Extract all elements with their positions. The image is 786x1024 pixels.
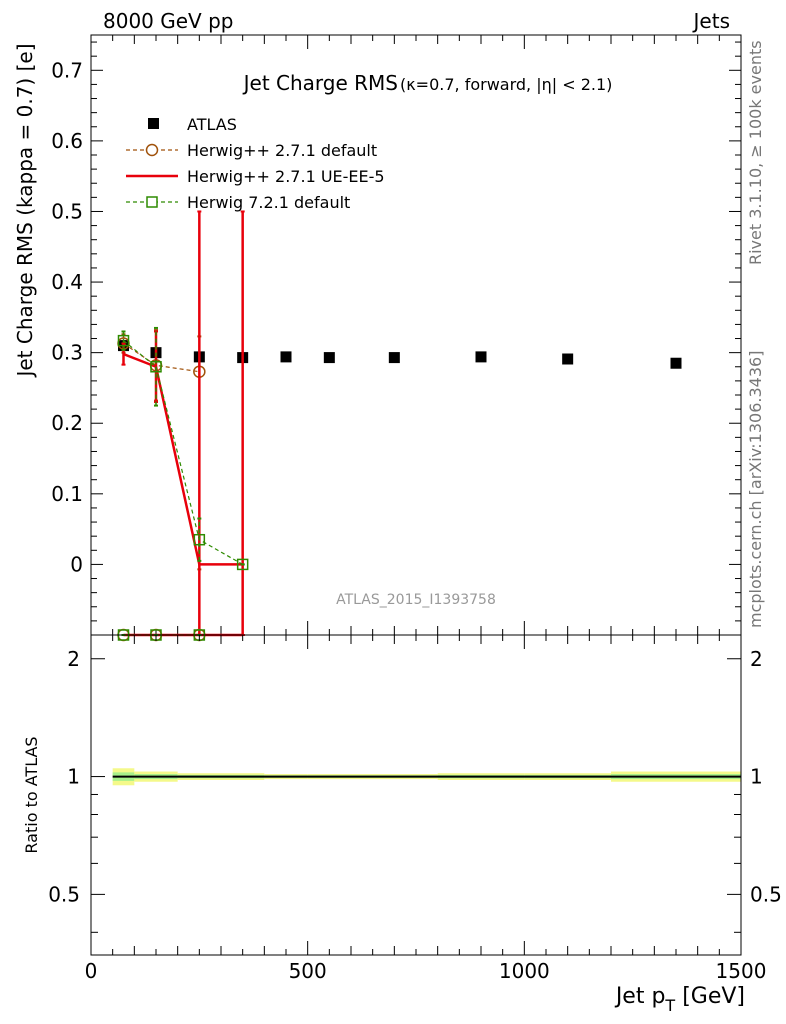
x-tick-label: 500 [289, 959, 327, 983]
herwig-7-2-1-default-marker [117, 334, 130, 347]
ratio-y-tick-label-right: 1 [750, 765, 763, 789]
legend-entry-herwig-7-2-1-default: Herwig 7.2.1 default [126, 193, 350, 212]
legend-label: Herwig++ 2.7.1 default [187, 141, 377, 160]
atlas-data-point [670, 357, 682, 369]
ratio-axis-ticks [90, 635, 742, 955]
main-y-tick-label: 0.5 [51, 199, 83, 223]
herwig-7-2-1-default-marker [150, 361, 162, 373]
main-y-tick-label: 0 [70, 552, 83, 576]
x-tick-label: 0 [85, 959, 98, 983]
x-axis-label-unit: [GeV] [675, 984, 745, 1009]
atlas-data-point [388, 352, 400, 364]
herwig-7-2-1-default-line [123, 340, 243, 565]
main-y-tick-label: 0.2 [51, 411, 83, 435]
analysis-watermark: ATLAS_2015_I1393758 [336, 592, 496, 608]
herwig-2-7-1-ue-ee-5-line [123, 352, 243, 566]
x-tick-labels: 0 500 1000 1500 [85, 959, 767, 983]
main-axis-ticks [90, 35, 742, 636]
x-axis-label-main: Jet p [614, 984, 666, 1009]
legend-entry-herwig-2-7-1-ue-ee-5: Herwig++ 2.7.1 UE-EE-5 [126, 167, 385, 186]
main-y-tick-label: 0.6 [51, 129, 83, 153]
herwig-7-2-1-default-marker [193, 533, 206, 546]
x-axis-label: Jet pT [GeV] [614, 984, 745, 1015]
ratio-y-axis-label: Ratio to ATLAS [22, 736, 41, 853]
chart-title-detail: (κ=0.7, forward, |η| < 2.1) [400, 75, 612, 94]
x-tick-label: 1000 [499, 959, 550, 983]
main-y-tick-label: 0.3 [51, 341, 83, 365]
legend-entry-herwig-2-7-1-default: Herwig++ 2.7.1 default [126, 141, 377, 160]
legend-marker [145, 143, 159, 157]
rivet-version-label: Rivet 3.1.10, ≥ 100k events [746, 40, 765, 265]
main-y-tick-label: 0.1 [51, 482, 83, 506]
ratio-panel: 0.5 0.5 1 1 2 2 0 500 1000 1500 Ratio to ATLAS J… [22, 628, 782, 1015]
main-panel: 0 0.1 0.2 0.3 0.4 0.5 0.6 0.7 Jet Charge RMS (k… [13, 34, 742, 636]
legend-marker [148, 118, 159, 129]
main-y-axis-label: Jet Charge RMS (kappa = 0.7) [e] [13, 43, 37, 378]
ratio-y-tick-label: 2 [67, 647, 80, 671]
main-y-tick-label: 0.4 [51, 270, 83, 294]
legend-marker [146, 196, 158, 208]
ratio-y-tick-label: 1 [67, 765, 80, 789]
atlas-data-point [562, 353, 574, 365]
header-collision-label: 8000 GeV pp [103, 9, 234, 33]
ratio-y-tick-label: 0.5 [48, 882, 80, 906]
ratio-y-tick-label-right: 2 [750, 647, 763, 671]
legend-label: Herwig++ 2.7.1 UE-EE-5 [187, 167, 385, 186]
mcplots-reference-label: mcplots.cern.ch [arXiv:1306.3436] [746, 351, 765, 628]
atlas-data-point [280, 351, 292, 363]
ratio-y-tick-labels: 0.5 0.5 1 1 2 2 [48, 647, 782, 907]
herwig-7-2-1-default-marker [236, 558, 249, 571]
atlas-data-point [475, 351, 487, 363]
ratio-uncertainty-band [112, 768, 741, 786]
ratio-plot-frame [90, 634, 742, 956]
atlas-data-point [323, 352, 335, 364]
legend: ATLAS Herwig++ 2.7.1 default Herwig++ 2.7.… [126, 115, 385, 212]
main-y-tick-labels: 0 0.1 0.2 0.3 0.4 0.5 0.6 0.7 [51, 58, 83, 576]
main-data-layer [117, 210, 682, 636]
x-axis-label-subscript: T [664, 996, 675, 1015]
legend-label: Herwig 7.2.1 default [187, 193, 350, 212]
ratio-y-tick-label-right: 0.5 [750, 882, 782, 906]
legend-entry-atlas: ATLAS [148, 115, 237, 134]
main-y-tick-label: 0.7 [51, 58, 83, 82]
chart-title: Jet Charge RMS [242, 71, 398, 95]
x-tick-label: 1500 [716, 959, 767, 983]
legend-label: ATLAS [187, 115, 237, 134]
header-process-label: Jets [692, 9, 730, 33]
